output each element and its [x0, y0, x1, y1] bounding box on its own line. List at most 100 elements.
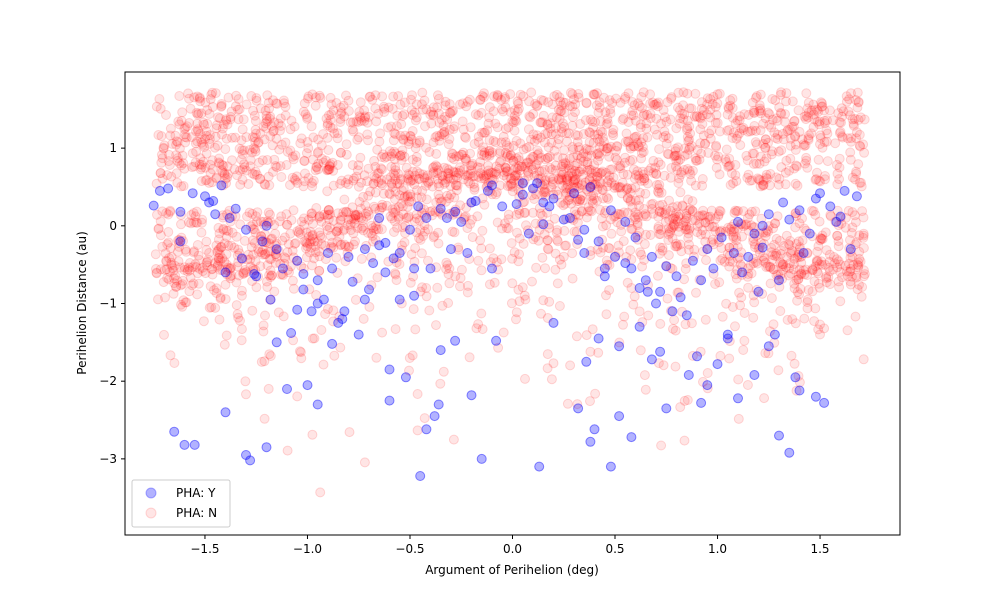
scatter-point-pha-n — [564, 184, 575, 195]
scatter-point-pha-n — [505, 150, 516, 160]
scatter-point-pha-n — [552, 152, 563, 163]
scatter-point-pha-n — [376, 178, 387, 189]
scatter-point-pha-n — [282, 219, 293, 230]
scatter-point-pha-n — [711, 162, 722, 173]
scatter-point-pha-y — [441, 213, 452, 223]
scatter-point-pha-n — [645, 108, 656, 119]
scatter-point-pha-n — [429, 231, 440, 241]
scatter-point-pha-n — [853, 114, 864, 125]
scatter-point-pha-n — [843, 106, 854, 117]
scatter-point-pha-n — [824, 266, 835, 277]
scatter-point-pha-y — [646, 251, 657, 262]
scatter-point-pha-n — [598, 141, 609, 152]
scatter-point-pha-n — [419, 204, 430, 215]
scatter-point-pha-n — [602, 118, 613, 128]
scatter-point-pha-n — [204, 177, 215, 188]
scatter-point-pha-n — [178, 275, 188, 286]
scatter-point-pha-n — [455, 165, 466, 176]
scatter-point-pha-n — [749, 108, 760, 118]
scatter-point-pha-n — [669, 151, 680, 162]
scatter-point-pha-y — [409, 263, 420, 274]
scatter-point-pha-n — [377, 327, 388, 338]
scatter-point-pha-n — [714, 169, 725, 180]
scatter-point-pha-n — [469, 170, 480, 181]
scatter-point-pha-n — [176, 299, 186, 310]
scatter-point-pha-y — [374, 213, 385, 223]
scatter-point-pha-n — [832, 179, 843, 190]
scatter-point-pha-n — [733, 205, 743, 216]
scatter-point-pha-n — [234, 104, 245, 115]
scatter-point-pha-y — [511, 199, 522, 210]
scatter-point-pha-n — [303, 91, 314, 102]
scatter-point-pha-y — [224, 213, 235, 223]
scatter-point-pha-n — [554, 114, 565, 124]
x-tick-label: 0.0 — [503, 542, 522, 556]
scatter-point-pha-y — [517, 178, 528, 189]
scatter-point-pha-n — [593, 181, 603, 192]
scatter-point-pha-n — [323, 145, 334, 155]
scatter-point-pha-n — [258, 121, 269, 132]
scatter-point-pha-n — [626, 254, 637, 265]
scatter-point-pha-n — [563, 170, 574, 181]
scatter-point-pha-n — [322, 186, 333, 197]
scatter-point-pha-y — [323, 248, 333, 258]
scatter-point-pha-n — [724, 161, 734, 172]
scatter-point-pha-y — [368, 258, 379, 269]
scatter-point-pha-n — [157, 153, 168, 164]
scatter-point-pha-n — [324, 161, 335, 172]
scatter-point-pha-n — [673, 155, 684, 166]
scatter-point-pha-n — [760, 257, 771, 268]
scatter-point-pha-n — [187, 280, 197, 291]
scatter-point-pha-n — [755, 125, 766, 136]
scatter-point-pha-n — [766, 293, 777, 304]
scatter-point-pha-n — [310, 247, 321, 258]
scatter-point-pha-n — [685, 204, 696, 215]
scatter-point-pha-n — [742, 271, 753, 282]
scatter-point-pha-n — [192, 124, 203, 135]
scatter-point-pha-n — [614, 209, 625, 220]
y-tick-label: −2 — [99, 374, 117, 388]
scatter-point-pha-n — [760, 348, 771, 359]
scatter-point-pha-n — [306, 211, 317, 222]
scatter-point-pha-n — [226, 106, 237, 117]
scatter-point-pha-n — [672, 216, 683, 227]
scatter-point-pha-y — [743, 251, 754, 262]
scatter-point-pha-n — [546, 137, 557, 148]
scatter-point-pha-n — [271, 162, 282, 173]
scatter-point-pha-n — [655, 229, 666, 240]
scatter-point-pha-n — [341, 206, 351, 217]
scatter-point-pha-n — [288, 154, 299, 165]
scatter-point-pha-n — [582, 206, 593, 217]
scatter-point-pha-n — [796, 268, 806, 279]
scatter-point-pha-y — [394, 294, 405, 305]
scatter-point-pha-n — [837, 132, 848, 143]
scatter-point-pha-n — [679, 274, 690, 285]
scatter-point-pha-n — [276, 121, 286, 131]
scatter-point-pha-n — [196, 217, 207, 228]
scatter-point-pha-n — [219, 238, 230, 249]
scatter-point-pha-n — [538, 95, 549, 106]
scatter-point-pha-n — [638, 87, 649, 98]
scatter-point-pha-y — [757, 242, 768, 253]
scatter-point-pha-n — [521, 220, 531, 231]
scatter-point-pha-n — [253, 137, 264, 148]
scatter-point-pha-y — [784, 447, 795, 458]
scatter-point-pha-y — [337, 314, 348, 324]
scatter-point-pha-n — [698, 376, 708, 387]
scatter-point-pha-n — [286, 215, 297, 226]
scatter-point-pha-n — [529, 136, 540, 147]
scatter-point-pha-n — [256, 356, 267, 367]
scatter-point-pha-n — [359, 457, 370, 468]
x-tick-label: −0.5 — [395, 542, 424, 556]
scatter-point-pha-n — [553, 134, 564, 145]
x-tick-label: −1.0 — [293, 542, 322, 556]
scatter-point-pha-n — [304, 247, 315, 258]
scatter-point-pha-n — [615, 182, 626, 192]
scatter-point-pha-y — [712, 359, 723, 370]
scatter-point-pha-n — [173, 256, 184, 267]
scatter-point-pha-n — [322, 165, 332, 176]
scatter-point-pha-n — [308, 154, 318, 165]
scatter-point-pha-n — [687, 215, 698, 226]
scatter-point-pha-n — [366, 252, 377, 263]
scatter-point-pha-n — [639, 109, 650, 120]
